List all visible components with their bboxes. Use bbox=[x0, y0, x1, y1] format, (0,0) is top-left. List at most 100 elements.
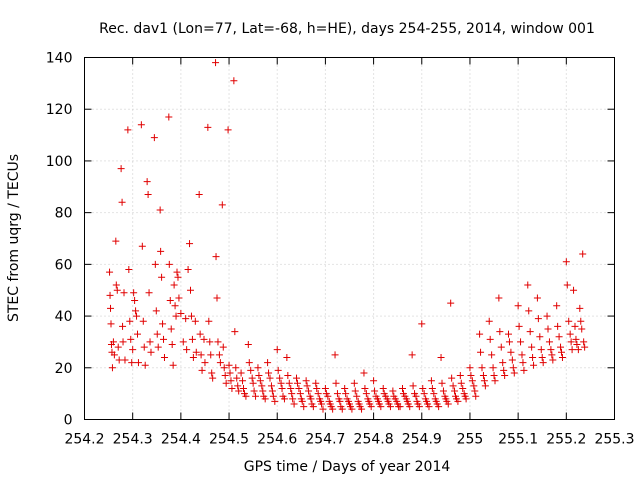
data-point bbox=[462, 395, 470, 403]
data-point bbox=[179, 338, 187, 346]
data-point bbox=[121, 356, 129, 364]
data-point bbox=[486, 335, 494, 343]
data-point bbox=[562, 258, 570, 266]
data-point bbox=[239, 377, 247, 385]
data-point bbox=[247, 366, 255, 374]
data-point bbox=[568, 346, 576, 354]
data-point bbox=[145, 289, 153, 297]
data-point bbox=[208, 369, 216, 377]
data-point bbox=[572, 335, 580, 343]
data-point bbox=[342, 390, 350, 398]
x-tick-label: 254.8 bbox=[354, 432, 394, 448]
data-point bbox=[566, 330, 574, 338]
data-point bbox=[127, 335, 135, 343]
data-points bbox=[106, 59, 589, 413]
data-point bbox=[187, 286, 194, 294]
data-point bbox=[261, 395, 269, 403]
data-point bbox=[170, 281, 178, 289]
data-point bbox=[296, 390, 304, 398]
data-point bbox=[377, 403, 385, 411]
y-tick-label: 60 bbox=[55, 257, 73, 273]
data-point bbox=[514, 302, 522, 310]
data-point bbox=[274, 366, 282, 374]
y-tick-label: 120 bbox=[46, 102, 73, 118]
data-point bbox=[140, 343, 148, 351]
data-point bbox=[172, 312, 180, 320]
plot-frame bbox=[84, 57, 615, 420]
x-tick-label: 254.4 bbox=[161, 432, 201, 448]
data-point bbox=[534, 315, 542, 323]
data-point bbox=[224, 126, 232, 134]
data-point bbox=[472, 392, 480, 400]
axis-ticks: 254.2 254.3 254.4 254.5 254.6 254.7 254.8 254.9… bbox=[46, 51, 635, 448]
data-point bbox=[107, 320, 115, 328]
x-tick-label: 255 bbox=[457, 432, 484, 448]
data-point bbox=[466, 364, 474, 372]
data-point bbox=[571, 322, 579, 330]
data-point bbox=[285, 379, 293, 387]
data-point bbox=[321, 384, 329, 392]
data-point bbox=[132, 307, 140, 315]
data-point bbox=[265, 369, 273, 377]
data-point bbox=[336, 397, 344, 405]
data-point bbox=[309, 403, 317, 411]
data-point bbox=[548, 351, 556, 359]
data-point bbox=[520, 366, 528, 374]
data-point bbox=[167, 325, 175, 333]
y-tick-label: 80 bbox=[55, 206, 73, 222]
data-point bbox=[437, 353, 445, 361]
data-point bbox=[557, 343, 565, 351]
data-point bbox=[134, 359, 142, 367]
data-point bbox=[302, 377, 310, 385]
data-point bbox=[418, 320, 426, 328]
data-point bbox=[166, 297, 174, 305]
data-point bbox=[581, 343, 589, 351]
data-point bbox=[360, 369, 368, 377]
data-point bbox=[117, 165, 125, 173]
data-point bbox=[189, 353, 197, 361]
data-point bbox=[215, 351, 223, 359]
data-point bbox=[499, 359, 507, 367]
data-point bbox=[107, 304, 115, 312]
data-point bbox=[268, 387, 276, 395]
data-point bbox=[235, 387, 243, 395]
data-point bbox=[119, 338, 127, 346]
data-point bbox=[150, 134, 158, 142]
data-point bbox=[212, 253, 220, 261]
data-point bbox=[114, 343, 122, 351]
data-point bbox=[288, 390, 296, 398]
data-point bbox=[528, 343, 536, 351]
data-point bbox=[188, 335, 196, 343]
data-point bbox=[408, 351, 416, 359]
data-point bbox=[191, 317, 199, 325]
data-point bbox=[206, 338, 214, 346]
data-point bbox=[533, 294, 541, 302]
data-point bbox=[231, 328, 239, 336]
data-point bbox=[143, 178, 151, 186]
data-point bbox=[137, 121, 145, 129]
data-point bbox=[399, 384, 406, 392]
data-point bbox=[284, 372, 292, 380]
data-point bbox=[160, 335, 168, 343]
data-point bbox=[491, 377, 499, 385]
data-point bbox=[205, 317, 213, 325]
data-point bbox=[536, 333, 544, 341]
data-point bbox=[526, 328, 534, 336]
data-point bbox=[201, 359, 209, 367]
data-point bbox=[435, 403, 443, 411]
data-point bbox=[329, 405, 337, 413]
data-point bbox=[567, 338, 575, 346]
data-point bbox=[427, 377, 435, 385]
data-point bbox=[578, 325, 586, 333]
x-tick-label: 254.9 bbox=[402, 432, 442, 448]
y-tick-label: 20 bbox=[55, 361, 73, 377]
data-point bbox=[112, 237, 120, 245]
data-point bbox=[577, 317, 585, 325]
data-point bbox=[280, 395, 288, 403]
data-point bbox=[151, 260, 159, 268]
data-point bbox=[109, 338, 117, 346]
data-point bbox=[234, 382, 242, 390]
data-point bbox=[216, 359, 224, 367]
data-point bbox=[230, 77, 238, 85]
